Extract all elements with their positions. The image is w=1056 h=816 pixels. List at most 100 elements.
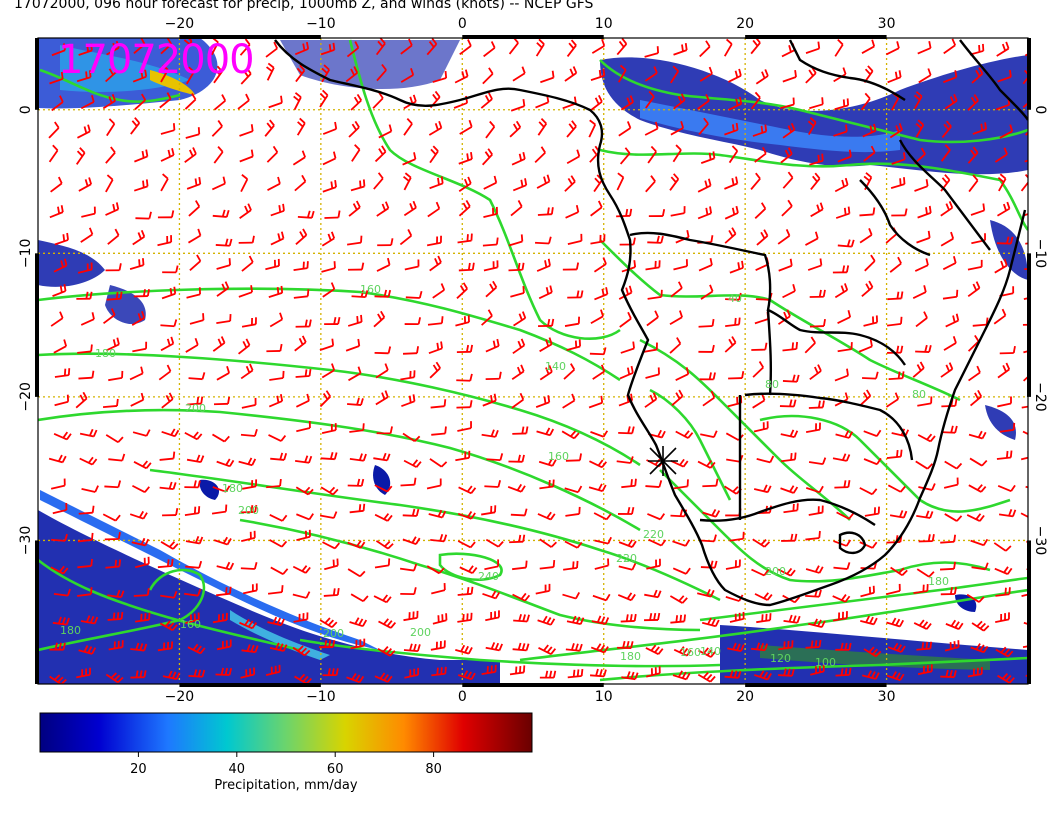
wind-barb [646, 558, 661, 570]
contour-label: 180 [222, 482, 243, 495]
wind-barb [590, 68, 606, 81]
wind-barb [536, 174, 551, 189]
wind-barb [673, 43, 688, 56]
wind-barb [778, 668, 795, 677]
wind-barb [729, 611, 745, 623]
wind-barb [887, 316, 903, 327]
wind-barb [241, 397, 257, 409]
wind-barb [404, 259, 420, 271]
wind-barb [510, 508, 528, 517]
contour-label: 180 [620, 650, 641, 663]
wind-barb [1023, 621, 1028, 626]
wind-barb [618, 539, 637, 548]
wind-barb [535, 583, 551, 595]
edge-bar-top [462, 35, 604, 39]
wind-barb [858, 339, 873, 353]
wind-barb [591, 38, 606, 54]
wind-barb [264, 119, 275, 137]
wind-barb [319, 338, 335, 351]
wind-barb [162, 508, 179, 517]
wind-barb [295, 368, 312, 378]
wind-barb [617, 64, 627, 83]
wind-barb [186, 177, 202, 190]
wind-barb [188, 200, 201, 217]
wind-barb [294, 335, 307, 352]
wind-barb [702, 390, 716, 407]
wind-barb [994, 147, 1008, 163]
wind-barb [997, 69, 1012, 83]
wind-barb [404, 667, 420, 679]
wind-barb [482, 67, 494, 85]
wind-barb [943, 477, 959, 489]
wind-barb [997, 484, 1016, 493]
wind-barb [51, 533, 68, 542]
wind-barb [79, 428, 98, 438]
wind-barb [1023, 350, 1028, 354]
lon-tick-label-top: −10 [306, 16, 336, 32]
wind-barb [783, 503, 799, 514]
wind-barb [971, 562, 989, 571]
wind-barb [566, 339, 582, 351]
wind-barb [889, 256, 902, 273]
wind-barb [216, 366, 230, 381]
wind-barb [426, 235, 442, 247]
wind-barb [835, 206, 851, 219]
colorbar-label: Precipitation, mm/day [214, 778, 357, 793]
wind-barb [157, 641, 174, 652]
wind-barb [216, 639, 232, 651]
wind-barb [616, 38, 628, 56]
wind-barb [860, 615, 878, 626]
wind-barb [455, 315, 470, 327]
wind-barb [161, 392, 174, 409]
wind-barb [565, 205, 580, 219]
wind-barb [483, 206, 498, 219]
wind-barb [428, 341, 443, 355]
wind-barb [348, 366, 362, 382]
wind-barb [750, 642, 768, 652]
wind-barb [943, 70, 958, 84]
wind-barb [833, 562, 851, 570]
wind-barb [672, 670, 691, 681]
wind-barb [105, 672, 124, 684]
wind-barb [322, 541, 341, 550]
wind-barb [239, 124, 254, 137]
edge-bar-right [1027, 38, 1031, 110]
wind-barb [943, 38, 957, 55]
wind-barb [590, 668, 607, 678]
wind-barb [697, 178, 712, 193]
wind-barb [863, 646, 882, 658]
wind-barb [265, 41, 278, 58]
wind-barb [105, 337, 120, 352]
wind-barb [402, 152, 417, 166]
wind-barb [590, 430, 609, 438]
wind-barb [77, 262, 93, 274]
wind-barb [538, 644, 557, 655]
wind-barb [374, 484, 393, 493]
edge-bar-top [745, 35, 887, 39]
wind-barb [970, 203, 986, 216]
wind-barb [481, 309, 493, 326]
wind-barb [350, 593, 369, 603]
wind-barb [215, 238, 233, 247]
wind-barb [510, 285, 525, 298]
wind-barb [834, 98, 850, 111]
wind-barb [700, 430, 718, 439]
wind-barb [966, 513, 985, 522]
wind-barb [345, 66, 359, 83]
wind-barb [216, 586, 232, 597]
wind-barb [810, 202, 824, 218]
wind-barb [539, 560, 556, 570]
wind-barb [132, 341, 148, 353]
wind-barb [834, 39, 844, 57]
wind-barb [373, 172, 384, 190]
wind-barb [130, 642, 148, 652]
wind-barb [374, 346, 392, 355]
wind-barb [672, 567, 691, 575]
wind-barb [807, 117, 817, 136]
wind-barb [457, 510, 476, 520]
wind-barb [77, 532, 94, 543]
wind-barb [52, 503, 68, 515]
wind-barb [102, 398, 119, 409]
wind-barb [727, 642, 745, 652]
wind-barb [480, 92, 493, 109]
